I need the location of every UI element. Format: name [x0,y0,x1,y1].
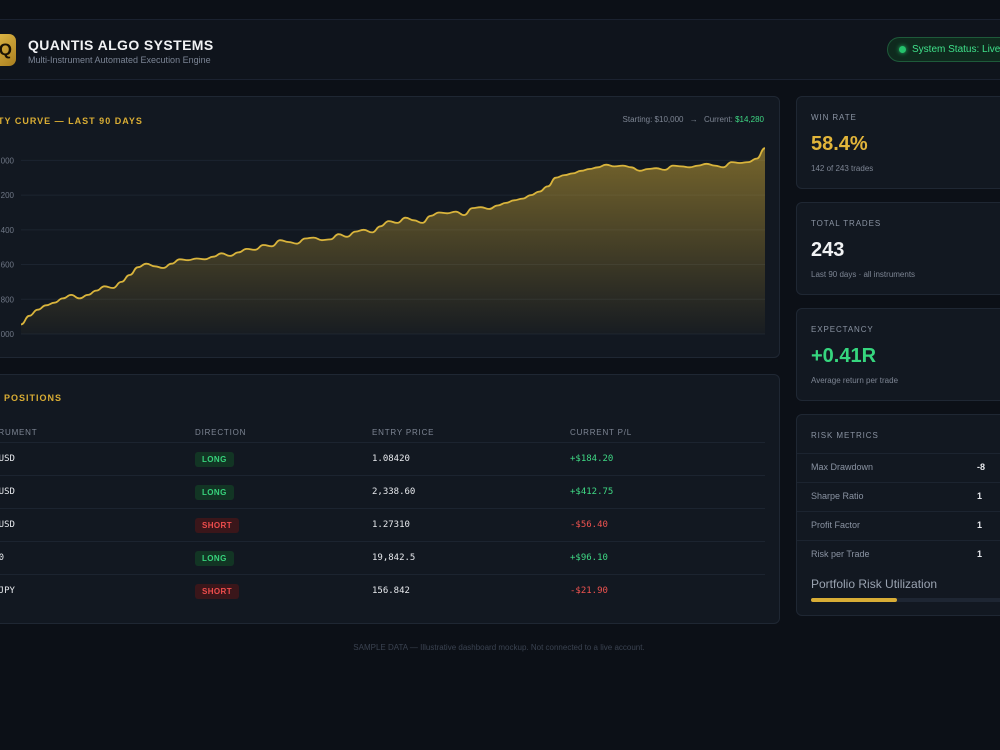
pl-cell: +$412.75 [570,487,614,497]
risk-divider [797,540,1000,541]
expectancy-value: +0.41R [811,345,877,367]
current-label: Current: [703,115,733,124]
y-tick-label: 10,800 [0,295,15,304]
status-dot-icon [899,46,906,53]
pl-cell: +$96.10 [570,553,608,563]
risk-label-profit-factor: Profit Factor [811,520,861,530]
row-divider [0,475,765,476]
system-status-text: System Status: Live [912,44,1000,55]
row-divider [0,574,765,575]
y-tick-label: 10,000 [0,330,15,339]
risk-divider [797,511,1000,512]
entry-price-cell: 1.08420 [372,454,410,464]
brand-logo: Q [0,34,16,66]
risk-value-sharpe-ratio: 1 [977,491,983,501]
risk-label-max-drawdown: Max Drawdown [811,462,874,472]
y-tick-label: 14,000 [0,156,15,165]
win-rate-value: 58.4% [811,133,868,155]
instrument-cell: USD/JPY [0,586,15,596]
equity-chart: 10,000 10,800 11,600 12,400 13,200 14,000 [0,147,766,339]
risk-utilization-fill [811,598,897,602]
footer-disclaimer: SAMPLE DATA — Illustrative dashboard moc… [353,643,645,652]
col-header-entry-price[interactable]: ENTRY PRICE [372,428,435,437]
starting-label: Starting: [622,115,653,124]
win-rate-sub: 142 of 243 trades [811,164,874,173]
current-value: $14,280 [735,115,764,124]
risk-utilization-bar [811,598,1000,602]
col-header-instrument[interactable]: INSTRUMENT [0,428,38,437]
open-positions-title: OPEN POSITIONS [0,393,63,403]
app-header [0,19,1000,80]
total-trades-sub: Last 90 days · all instruments [811,270,916,279]
pl-cell: -$56.40 [570,520,608,530]
instrument-cell: GBP/USD [0,520,15,530]
app-title: QUANTIS ALGO SYSTEMS [28,37,214,53]
arrow-icon: → [689,115,698,124]
row-divider [0,541,765,542]
equity-summary: Starting: $10,000 → Current: $14,280 [623,115,764,124]
risk-value-max-drawdown: -8 [977,462,986,472]
direction-badge: LONG [195,485,234,500]
entry-price-cell: 19,842.5 [372,553,416,563]
risk-divider [797,453,1000,454]
risk-utilization-label: Portfolio Risk Utilization [811,577,938,591]
instrument-cell: US100 [0,553,5,563]
entry-price-cell: 2,338.60 [372,487,416,497]
y-tick-label: 11,600 [0,261,15,270]
pl-cell: +$184.20 [570,454,614,464]
y-tick-label: 13,200 [0,191,15,200]
risk-label-risk-per-trade: Risk per Trade [811,549,870,559]
starting-value: $10,000 [654,115,684,124]
direction-badge: LONG [195,452,234,467]
entry-price-cell: 1.27310 [372,520,410,530]
risk-metrics-title: RISK METRICS [811,431,879,440]
instrument-cell: XAU/USD [0,487,15,497]
equity-curve-title: EQUITY CURVE — LAST 90 DAYS [0,116,143,126]
direction-badge: SHORT [195,518,239,533]
total-trades-label: TOTAL TRADES [811,219,882,228]
risk-label-sharpe-ratio: Sharpe Ratio [811,491,864,501]
win-rate-card: WIN RATE 58.4% 142 of 243 trades [796,96,1000,189]
win-rate-label: WIN RATE [811,113,857,122]
instrument-cell: EUR/USD [0,454,15,464]
risk-metrics-card: RISK METRICS Max Drawdown -8 Sharpe Rati… [796,414,1000,616]
expectancy-label: EXPECTANCY [811,325,874,334]
direction-badge: SHORT [195,584,239,599]
pl-cell: -$21.90 [570,586,608,596]
equity-curve-card: EQUITY CURVE — LAST 90 DAYS Starting: $1… [0,96,780,358]
expectancy-sub: Average return per trade [811,376,899,385]
risk-value-profit-factor: 1 [977,520,983,530]
table-header-divider [0,442,765,443]
row-divider [0,508,765,509]
total-trades-card: TOTAL TRADES 243 Last 90 days · all inst… [796,202,1000,295]
total-trades-value: 243 [811,239,845,261]
system-status-badge[interactable]: System Status: Live [887,37,1000,62]
entry-price-cell: 156.842 [372,586,410,596]
expectancy-card: EXPECTANCY +0.41R Average return per tra… [796,308,1000,401]
col-header-current-pl[interactable]: CURRENT P/L [570,428,632,437]
open-positions-card [0,374,780,624]
app-subtitle: Multi-Instrument Automated Execution Eng… [28,55,211,65]
equity-line [20,147,766,326]
y-tick-label: 12,400 [0,226,15,235]
col-header-direction[interactable]: DIRECTION [195,428,247,437]
direction-badge: LONG [195,551,234,566]
risk-divider [797,482,1000,483]
equity-area [21,148,765,334]
risk-value-risk-per-trade: 1 [977,549,983,559]
